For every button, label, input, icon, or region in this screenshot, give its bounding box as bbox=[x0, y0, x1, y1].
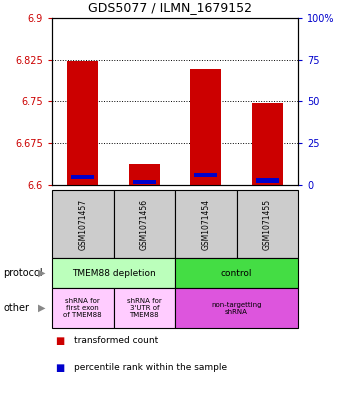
Bar bbox=[175, 258, 298, 288]
Text: GSM1071456: GSM1071456 bbox=[140, 198, 149, 250]
Text: protocol: protocol bbox=[3, 268, 43, 278]
Bar bbox=[71, 175, 94, 180]
Text: ▶: ▶ bbox=[38, 303, 46, 313]
Text: shRNA for
first exon
of TMEM88: shRNA for first exon of TMEM88 bbox=[64, 298, 102, 318]
Bar bbox=[237, 190, 298, 258]
Bar bbox=[252, 103, 283, 185]
Text: ▶: ▶ bbox=[38, 268, 46, 278]
Bar bbox=[114, 288, 175, 328]
Text: GSM1071455: GSM1071455 bbox=[263, 198, 272, 250]
Text: other: other bbox=[3, 303, 29, 313]
Bar bbox=[190, 69, 221, 185]
Text: non-targetting
shRNA: non-targetting shRNA bbox=[211, 301, 262, 314]
Bar bbox=[52, 190, 114, 258]
Bar bbox=[129, 164, 159, 185]
Text: ■: ■ bbox=[55, 336, 65, 346]
Bar bbox=[67, 61, 98, 185]
Bar bbox=[175, 288, 298, 328]
Text: shRNA for
3'UTR of
TMEM88: shRNA for 3'UTR of TMEM88 bbox=[127, 298, 162, 318]
Bar bbox=[52, 288, 114, 328]
Text: GDS5077 / ILMN_1679152: GDS5077 / ILMN_1679152 bbox=[88, 1, 252, 14]
Text: ■: ■ bbox=[55, 364, 65, 373]
Bar bbox=[52, 258, 175, 288]
Text: GSM1071457: GSM1071457 bbox=[78, 198, 87, 250]
Text: GSM1071454: GSM1071454 bbox=[201, 198, 210, 250]
Text: percentile rank within the sample: percentile rank within the sample bbox=[74, 364, 227, 373]
Text: transformed count: transformed count bbox=[74, 336, 158, 345]
Bar bbox=[133, 180, 156, 184]
Bar bbox=[175, 190, 237, 258]
Bar bbox=[194, 173, 217, 177]
Text: control: control bbox=[221, 268, 252, 277]
Bar bbox=[114, 190, 175, 258]
Text: TMEM88 depletion: TMEM88 depletion bbox=[72, 268, 155, 277]
Bar bbox=[256, 178, 279, 183]
